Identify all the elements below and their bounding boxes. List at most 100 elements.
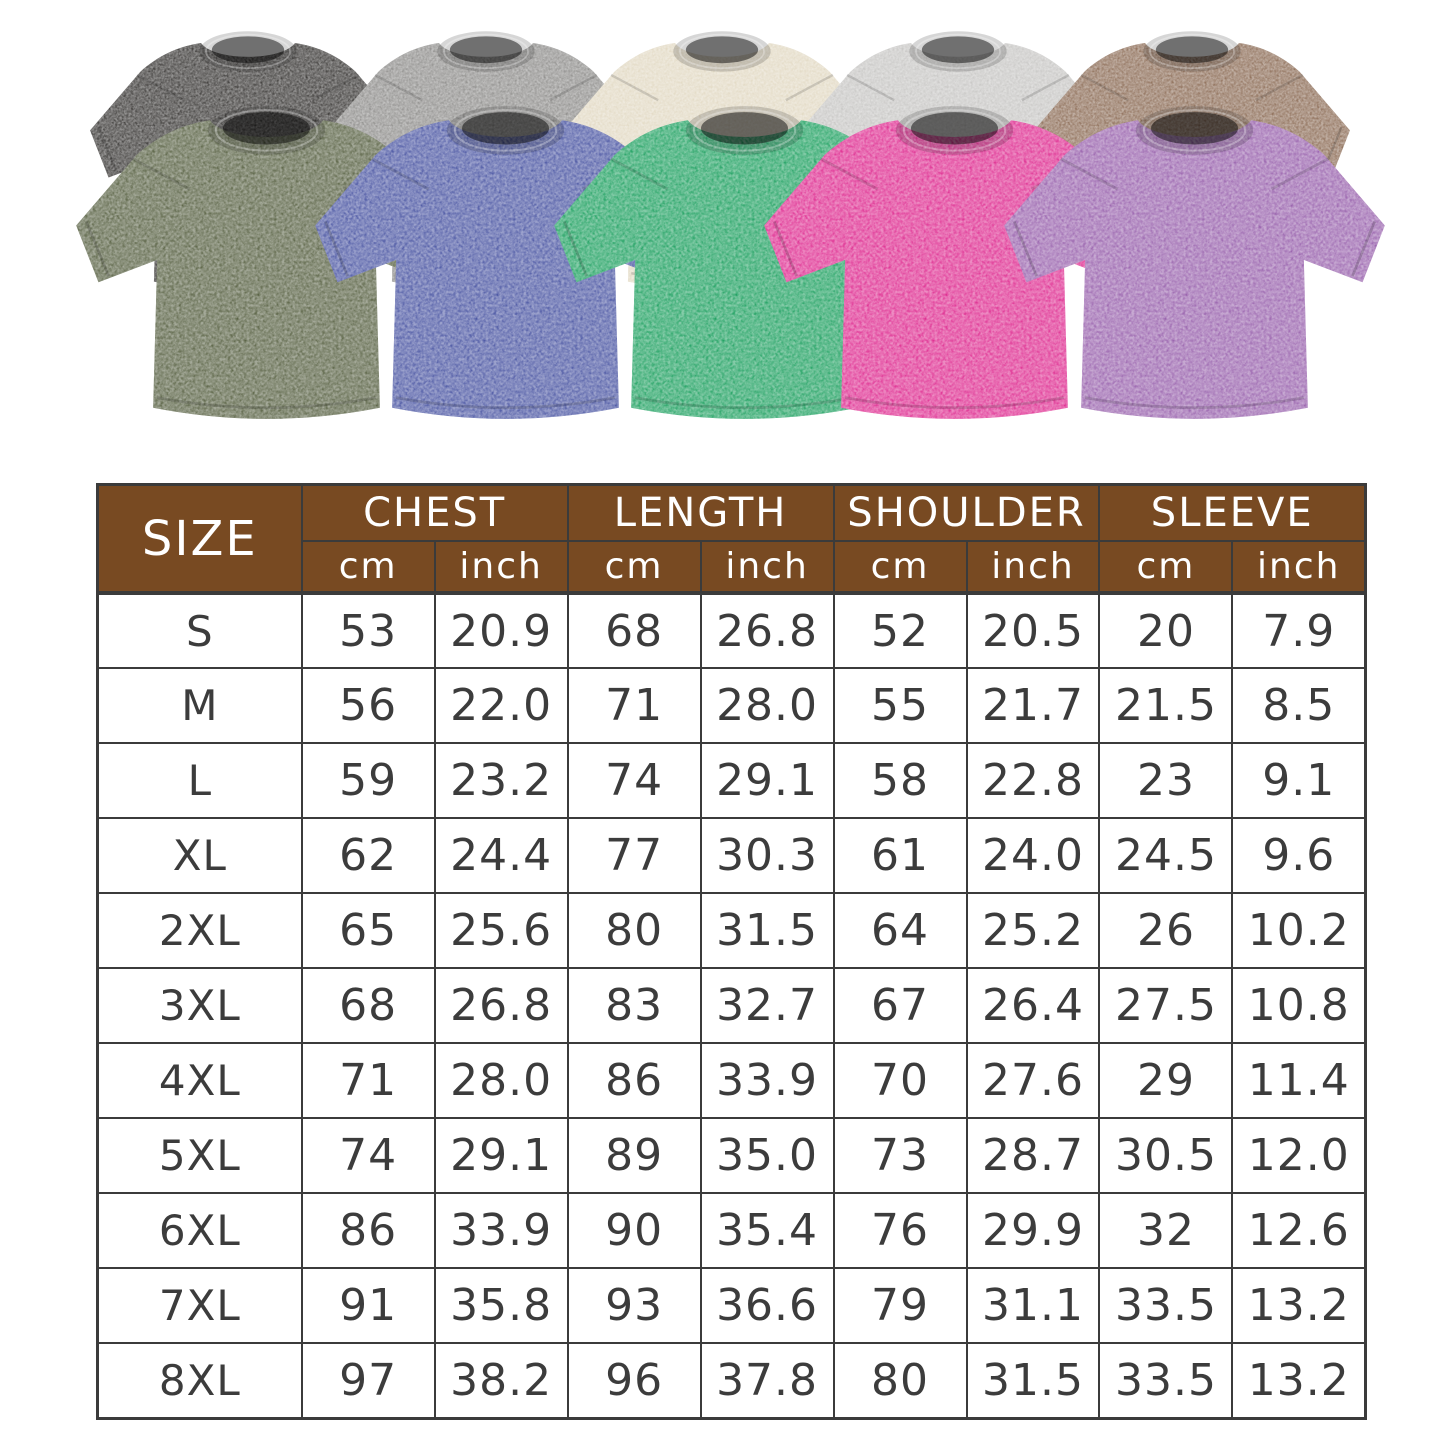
measurement-value: 30.3: [699, 817, 835, 894]
measurement-value: 71: [566, 667, 702, 744]
measurement-value: 31.5: [699, 892, 835, 969]
measurement-value: 86: [300, 1192, 436, 1269]
measurement-value: 80: [832, 1342, 968, 1419]
size-row-m: M 56 22.0 71 28.0 55 21.7 21.5 8.5: [96, 667, 1367, 744]
sleeve-inch-header: inch: [1231, 540, 1367, 594]
measurement-value: 59: [300, 742, 436, 819]
size-row-4xl: 4XL 71 28.0 86 33.9 70 27.6 29 11.4: [96, 1042, 1367, 1119]
measurement-value: 29.1: [433, 1117, 569, 1194]
measurement-value: 24.5: [1098, 817, 1234, 894]
tshirt-gallery: [0, 0, 1445, 470]
measurement-value: 74: [300, 1117, 436, 1194]
size-row-5xl: 5XL 74 29.1 89 35.0 73 28.7 30.5 12.0: [96, 1117, 1367, 1194]
sleeve-cm-header: cm: [1098, 540, 1234, 594]
size-label: 6XL: [96, 1192, 303, 1269]
measurement-value: 83: [566, 967, 702, 1044]
measurement-value: 28.0: [699, 667, 835, 744]
measurement-value: 35.4: [699, 1192, 835, 1269]
size-label: 7XL: [96, 1267, 303, 1344]
measurement-value: 35.0: [699, 1117, 835, 1194]
measurement-value: 89: [566, 1117, 702, 1194]
measurement-value: 61: [832, 817, 968, 894]
measurement-value: 62: [300, 817, 436, 894]
measurement-value: 38.2: [433, 1342, 569, 1419]
measurement-value: 74: [566, 742, 702, 819]
measurement-value: 20: [1098, 592, 1234, 669]
tshirt-purple-washed: [992, 100, 1397, 432]
measurement-value: 28.0: [433, 1042, 569, 1119]
measurement-value: 77: [566, 817, 702, 894]
measurement-value: 68: [566, 592, 702, 669]
measurement-value: 79: [832, 1267, 968, 1344]
length-cm-header: cm: [566, 540, 702, 594]
size-chart-body: S 53 20.9 68 26.8 52 20.5 20 7.9 M 56 22.0 71 28.0 55 2…: [96, 592, 1367, 1419]
size-label: 2XL: [96, 892, 303, 969]
size-row-xl: XL 62 24.4 77 30.3 61 24.0 24.5 9.6: [96, 817, 1367, 894]
measurement-value: 10.2: [1231, 892, 1367, 969]
measurement-value: 32.7: [699, 967, 835, 1044]
measurement-value: 71: [300, 1042, 436, 1119]
size-label: M: [96, 667, 303, 744]
shoulder-column-header: SHOULDER: [832, 483, 1101, 542]
measurement-value: 13.2: [1231, 1267, 1367, 1344]
size-label: 4XL: [96, 1042, 303, 1119]
size-label: 3XL: [96, 967, 303, 1044]
sleeve-column-header: SLEEVE: [1098, 483, 1367, 542]
measurement-value: 55: [832, 667, 968, 744]
size-column-header: SIZE: [96, 483, 303, 594]
measurement-value: 33.9: [433, 1192, 569, 1269]
size-label: 8XL: [96, 1342, 303, 1419]
chest-cm-header: cm: [300, 540, 436, 594]
measurement-value: 33.5: [1098, 1267, 1234, 1344]
measurement-value: 26.8: [433, 967, 569, 1044]
measurement-value: 27.6: [965, 1042, 1101, 1119]
measurement-value: 29.9: [965, 1192, 1101, 1269]
measurement-value: 97: [300, 1342, 436, 1419]
measurement-value: 27.5: [1098, 967, 1234, 1044]
measurement-value: 35.8: [433, 1267, 569, 1344]
measurement-value: 29: [1098, 1042, 1234, 1119]
size-label: XL: [96, 817, 303, 894]
measurement-value: 65: [300, 892, 436, 969]
measurement-value: 64: [832, 892, 968, 969]
measurement-value: 13.2: [1231, 1342, 1367, 1419]
measurement-value: 25.6: [433, 892, 569, 969]
length-column-header: LENGTH: [566, 483, 835, 542]
measurement-value: 23: [1098, 742, 1234, 819]
measurement-value: 25.2: [965, 892, 1101, 969]
measurement-value: 24.4: [433, 817, 569, 894]
size-row-s: S 53 20.9 68 26.8 52 20.5 20 7.9: [96, 592, 1367, 669]
measurement-value: 68: [300, 967, 436, 1044]
measurement-value: 20.9: [433, 592, 569, 669]
measurement-value: 73: [832, 1117, 968, 1194]
measurement-value: 91: [300, 1267, 436, 1344]
measurement-value: 30.5: [1098, 1117, 1234, 1194]
measurement-value: 26.4: [965, 967, 1101, 1044]
measurement-value: 20.5: [965, 592, 1101, 669]
size-label: S: [96, 592, 303, 669]
measurement-value: 53: [300, 592, 436, 669]
measurement-value: 32: [1098, 1192, 1234, 1269]
measurement-value: 11.4: [1231, 1042, 1367, 1119]
measurement-value: 7.9: [1231, 592, 1367, 669]
length-inch-header: inch: [699, 540, 835, 594]
measurement-value: 29.1: [699, 742, 835, 819]
size-chart-header: SIZE CHEST LENGTH SHOULDER SLEEVE cm inc…: [96, 483, 1367, 594]
measurement-value: 76: [832, 1192, 968, 1269]
size-label: 5XL: [96, 1117, 303, 1194]
measurement-value: 96: [566, 1342, 702, 1419]
measurement-value: 12.0: [1231, 1117, 1367, 1194]
measurement-value: 33.5: [1098, 1342, 1234, 1419]
size-label: L: [96, 742, 303, 819]
measurement-value: 28.7: [965, 1117, 1101, 1194]
measurement-value: 80: [566, 892, 702, 969]
measurement-value: 58: [832, 742, 968, 819]
shoulder-inch-header: inch: [965, 540, 1101, 594]
measurement-value: 90: [566, 1192, 702, 1269]
measurement-value: 70: [832, 1042, 968, 1119]
size-row-3xl: 3XL 68 26.8 83 32.7 67 26.4 27.5 10.8: [96, 967, 1367, 1044]
chest-column-header: CHEST: [300, 483, 569, 542]
size-row-7xl: 7XL 91 35.8 93 36.6 79 31.1 33.5 13.2: [96, 1267, 1367, 1344]
measurement-value: 24.0: [965, 817, 1101, 894]
